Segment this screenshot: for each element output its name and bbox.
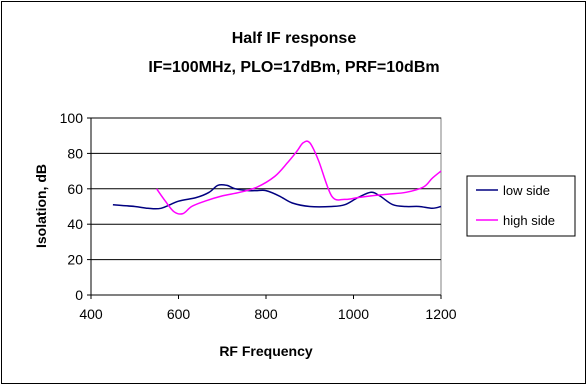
series-line-low-side — [112, 183, 442, 210]
legend-label-high-side: high side — [503, 213, 555, 228]
y-tick-label-40: 40 — [67, 216, 83, 232]
y-tick-labels: 0 20 40 60 80 100 — [60, 110, 84, 303]
chart-title: Half IF response — [232, 30, 357, 47]
x-tick-label-1000: 1000 — [338, 306, 369, 322]
plot-area — [90, 117, 442, 296]
series-line-high-side — [155, 140, 442, 215]
y-tick-label-20: 20 — [67, 252, 83, 268]
x-tick-label-600: 600 — [167, 306, 191, 322]
series-lines — [112, 140, 442, 215]
y-tick-label-60: 60 — [67, 181, 83, 197]
legend-box — [466, 175, 576, 237]
y-tick-label-100: 100 — [60, 110, 84, 126]
x-tick-label-400: 400 — [79, 306, 103, 322]
legend: low side high side — [466, 175, 576, 237]
x-axis-label: RF Frequency — [219, 343, 313, 359]
x-tick-labels: 400 600 800 1000 1200 — [79, 306, 456, 322]
y-tick-label-0: 0 — [75, 287, 83, 303]
legend-label-low-side: low side — [503, 183, 550, 198]
x-tick-label-1200: 1200 — [425, 306, 456, 322]
x-tick-label-800: 800 — [254, 306, 278, 322]
axes — [87, 117, 442, 299]
chart-subtitle: IF=100MHz, PLO=17dBm, PRF=10dBm — [148, 59, 439, 76]
gridlines — [91, 117, 441, 261]
y-axis-label: Isolation, dB — [33, 164, 49, 248]
y-tick-label-80: 80 — [67, 145, 83, 161]
